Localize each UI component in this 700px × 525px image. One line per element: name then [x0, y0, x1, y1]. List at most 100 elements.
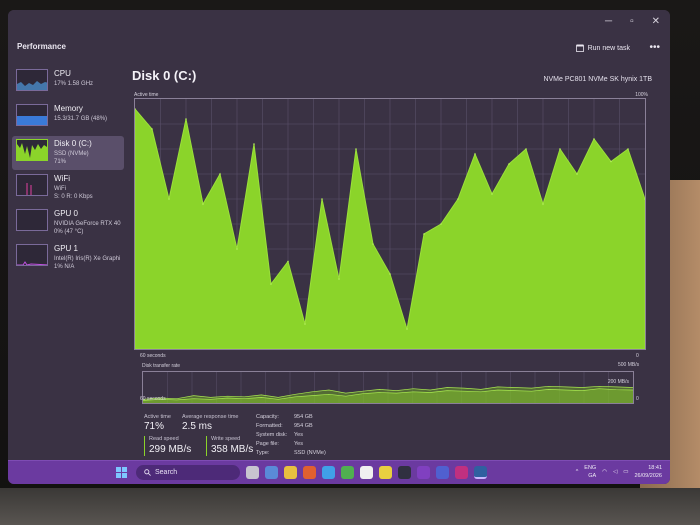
active-time-point — [270, 283, 272, 285]
sidebar-item-label: WiFi — [54, 174, 70, 183]
read-speed-indicator — [144, 436, 145, 456]
disk-type: SSD (NVMe) — [54, 151, 89, 157]
sidebar-item-detail: 15.3/31.7 GB (48%) — [54, 116, 108, 122]
teams-icon[interactable] — [417, 466, 430, 479]
sidebar-item-label: GPU 1 — [54, 244, 79, 253]
transfer-series-line-0 — [142, 385, 634, 400]
active-time-stat-label: Active time — [144, 414, 171, 420]
task-manager-taskbar-icon[interactable] — [474, 466, 487, 479]
run-new-task-button[interactable]: Run new task — [575, 44, 630, 52]
active-time-chart — [134, 98, 646, 350]
disk-usage: 71% — [54, 159, 67, 165]
wifi-icon[interactable]: ◠ — [602, 469, 608, 475]
cpu-mini-graph — [16, 69, 48, 91]
store-icon[interactable] — [303, 466, 316, 479]
language-primary: ENG — [584, 465, 597, 471]
sidebar-item-label: GPU 0 — [54, 209, 79, 218]
active-time-point — [219, 173, 221, 175]
active-time-point — [253, 143, 255, 145]
formatted-key: Formatted: — [256, 423, 283, 429]
run-task-icon — [575, 44, 584, 52]
sidebar-item-gpu0[interactable]: GPU 0 NVIDIA GeForce RTX 40 0% (47 °C) — [12, 206, 124, 240]
window-controls: ─ ▫ ✕ — [605, 16, 660, 27]
wifi-throughput: S: 0 R: 0 Kbps — [54, 194, 93, 200]
windows-start-icon[interactable] — [116, 467, 128, 479]
transfer-rate-max: 500 MB/s — [618, 362, 640, 368]
chart2-min-label: 0 — [636, 396, 639, 402]
active-time-point — [610, 160, 612, 163]
sidebar-item-cpu[interactable]: CPU 17% 1.58 GHz — [12, 66, 124, 100]
chart1-time-label: 60 seconds — [140, 353, 166, 359]
clock[interactable]: 18:41 26/09/2026 — [634, 464, 662, 480]
active-time-point — [576, 173, 578, 175]
terminal-icon[interactable] — [398, 466, 411, 479]
active-time-point — [304, 323, 306, 325]
run-new-task-label: Run new task — [587, 44, 630, 52]
minimize-button[interactable]: ─ — [604, 16, 613, 27]
file-explorer-icon[interactable] — [284, 466, 297, 479]
read-speed-label: Read speed — [149, 436, 179, 442]
close-button[interactable]: ✕ — [651, 16, 660, 27]
sidebar-item-detail: WiFi S: 0 R: 0 Kbps — [54, 185, 93, 201]
sidebar-item-disk[interactable]: Disk 0 (C:) SSD (NVMe) 71% — [12, 136, 124, 170]
gpu1-mini-graph — [16, 244, 48, 266]
sidebar-item-label: CPU — [54, 69, 71, 78]
wifi-mini-graph — [16, 174, 48, 196]
title-bar: ─ ▫ ✕ Performance Run new task ••• — [8, 10, 670, 70]
system-tray: ^ ENG GA ◠ ◁ ▭ 18:41 26/09/2026 — [576, 464, 662, 480]
transfer-rate-chart-svg — [142, 372, 634, 403]
media-icon[interactable] — [455, 466, 468, 479]
laptop-keyboard-edge — [0, 488, 700, 525]
chrome-icon[interactable] — [360, 466, 373, 479]
active-time-point — [372, 243, 374, 245]
search-icon — [144, 469, 151, 476]
sidebar-item-detail: SSD (NVMe) 71% — [54, 150, 89, 166]
disk-model: NVMe PC801 NVMe SK hynix 1TB — [543, 76, 652, 83]
taskbar-search-input[interactable]: Search — [136, 465, 240, 480]
active-time-point — [559, 148, 561, 150]
language-secondary: GA — [588, 473, 597, 479]
discord-icon[interactable] — [436, 466, 449, 479]
read-speed-value: 299 MB/s — [149, 444, 192, 455]
maximize-button[interactable]: ▫ — [630, 16, 634, 27]
chevron-up-icon[interactable]: ^ — [575, 469, 579, 475]
transfer-rate-mid: 200 MB/s — [607, 379, 629, 385]
task-view-icon[interactable] — [246, 466, 259, 479]
chart2-time-label: 60 seconds — [140, 396, 166, 402]
active-time-point — [542, 203, 544, 205]
write-speed-value: 358 MB/s — [211, 444, 254, 455]
gpu1-model: Intel(R) Iris(R) Xe Graphi — [54, 256, 121, 262]
language-indicator[interactable]: ENG GA — [584, 464, 596, 480]
active-time-point — [236, 248, 238, 250]
active-time-point — [474, 153, 476, 155]
transfer-series-area-1 — [143, 388, 633, 403]
active-time-point — [355, 148, 357, 150]
sidebar: CPU 17% 1.58 GHz Memory 15.3/31.7 GB (48… — [12, 66, 124, 306]
task-manager-window: ─ ▫ ✕ Performance Run new task ••• CPU 1… — [8, 10, 670, 484]
sidebar-item-detail: NVIDIA GeForce RTX 40 0% (47 °C) — [54, 220, 121, 236]
more-options-button[interactable]: ••• — [649, 42, 660, 53]
response-time-value: 2.5 ms — [182, 421, 213, 432]
clock-time: 18:41 — [648, 465, 662, 471]
formatted-value: 954 GB — [294, 423, 313, 429]
type-value: SSD (NVMe) — [294, 450, 326, 456]
xbox-icon[interactable] — [341, 466, 354, 479]
transfer-series-line-1 — [142, 388, 634, 401]
edge-icon[interactable] — [322, 466, 335, 479]
notes-icon[interactable] — [379, 466, 392, 479]
active-time-point — [593, 138, 595, 140]
active-time-point — [423, 233, 425, 235]
memory-mini-graph — [16, 104, 48, 126]
clock-date: 26/09/2026 — [634, 473, 662, 479]
page-file-key: Page file: — [256, 441, 279, 447]
sidebar-item-wifi[interactable]: WiFi WiFi S: 0 R: 0 Kbps — [12, 171, 124, 205]
write-speed-label: Write speed — [211, 436, 241, 442]
widgets-icon[interactable] — [265, 466, 278, 479]
active-time-point — [151, 128, 153, 130]
transfer-rate-label: Disk transfer rate — [142, 363, 181, 369]
sidebar-item-memory[interactable]: Memory 15.3/31.7 GB (48%) — [12, 101, 124, 135]
battery-icon[interactable]: ▭ — [623, 469, 629, 475]
sidebar-item-gpu1[interactable]: GPU 1 Intel(R) Iris(R) Xe Graphi 1% N/A — [12, 241, 124, 275]
volume-icon[interactable]: ◁ — [613, 469, 618, 475]
sidebar-item-label: Disk 0 (C:) — [54, 139, 92, 148]
